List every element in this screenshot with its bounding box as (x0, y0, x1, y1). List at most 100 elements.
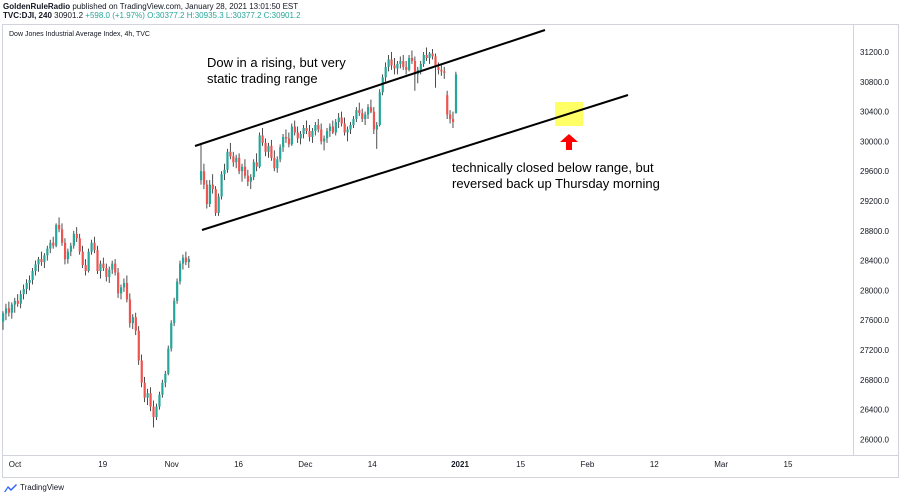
candle (258, 132, 261, 169)
candle (249, 174, 253, 190)
candle (311, 127, 314, 143)
candle (31, 268, 34, 285)
candle (164, 370, 167, 388)
candle (72, 230, 75, 249)
candle (246, 169, 250, 187)
candle (334, 119, 337, 136)
candle (137, 326, 140, 365)
candle (200, 142, 203, 185)
candle (140, 354, 143, 388)
candle (235, 154, 238, 169)
candle (314, 122, 317, 136)
publisher-name[interactable]: GoldenRuleRadio (3, 2, 71, 11)
candle (81, 245, 84, 269)
y-tick-label: 29200.0 (860, 197, 889, 206)
candle (131, 314, 134, 330)
candle (22, 284, 25, 300)
candle (349, 122, 352, 134)
candle (63, 238, 67, 265)
candle (355, 107, 358, 123)
candle (340, 111, 343, 127)
candle (361, 108, 364, 123)
candle (102, 257, 105, 272)
candle (187, 256, 191, 269)
candle (226, 148, 229, 173)
y-tick-label: 30000.0 (860, 137, 889, 146)
candle (393, 57, 396, 75)
candle (273, 150, 276, 172)
candle (125, 275, 129, 303)
candle (58, 217, 61, 233)
range-annotation-line-1: Dow in a rising, but very (207, 55, 346, 70)
candle (19, 290, 22, 309)
candle (167, 345, 170, 376)
candle (434, 53, 437, 88)
candle (446, 90, 449, 120)
ohlc-values: O:30377.2 H:30935.3 L:30377.2 C:30901.2 (147, 11, 301, 20)
candle (364, 111, 367, 126)
candle (55, 223, 58, 248)
chart-frame[interactable] (2, 24, 899, 478)
candle (170, 320, 173, 352)
candle (208, 180, 211, 207)
candle (117, 268, 120, 298)
candle (402, 54, 405, 70)
candle (93, 236, 96, 254)
y-tick-label: 28400.0 (860, 257, 889, 266)
candle (114, 259, 117, 276)
footer-brand-label: TradingView (20, 483, 65, 492)
candle (252, 159, 255, 181)
up-arrow-icon (560, 134, 578, 150)
candle (337, 113, 340, 128)
range-annotation-line-2: static trading range (207, 71, 318, 86)
candle (105, 263, 108, 282)
price-axis-separator (853, 24, 854, 455)
y-tick-label: 27200.0 (860, 346, 889, 355)
close-annotation-line-2: reversed back up Thursday morning (452, 176, 660, 191)
candle (405, 60, 408, 75)
candle (276, 156, 279, 173)
candle (308, 125, 311, 142)
candle (367, 104, 370, 120)
candle (375, 122, 378, 149)
y-tick-label: 30400.0 (860, 108, 889, 117)
candle (282, 133, 285, 152)
channel-lower-line (201, 94, 629, 231)
last-price: 30901.2 (54, 11, 84, 20)
candle (325, 127, 329, 143)
x-tick-label: 12 (650, 460, 659, 469)
candle (451, 111, 455, 128)
candle (305, 120, 308, 134)
y-tick-label: 26400.0 (860, 406, 889, 415)
candle (69, 242, 73, 257)
candle (384, 62, 387, 82)
candle (52, 236, 55, 249)
x-tick-label: Dec (298, 460, 312, 469)
candle (408, 54, 411, 72)
candle (120, 284, 123, 300)
y-tick-label: 26000.0 (860, 435, 889, 444)
candle (75, 227, 78, 242)
publisher-line: GoldenRuleRadio published on TradingView… (3, 2, 298, 11)
candle (261, 127, 264, 146)
candle (284, 129, 288, 143)
x-tick-label: 19 (98, 460, 107, 469)
candle (16, 294, 19, 307)
footer-brand[interactable]: TradingView (4, 483, 64, 492)
x-tick-label: Feb (581, 460, 595, 469)
candle (143, 376, 146, 403)
candle (13, 297, 16, 313)
candle (217, 193, 220, 216)
candle (320, 123, 323, 145)
candle (346, 126, 349, 142)
candle (220, 171, 223, 200)
candle (431, 49, 434, 60)
y-tick-label: 29600.0 (860, 167, 889, 176)
candle (328, 123, 332, 137)
candle (369, 99, 373, 114)
candle (287, 132, 291, 148)
candle (449, 110, 452, 124)
channel-upper-line (194, 29, 546, 147)
candle (270, 139, 273, 161)
